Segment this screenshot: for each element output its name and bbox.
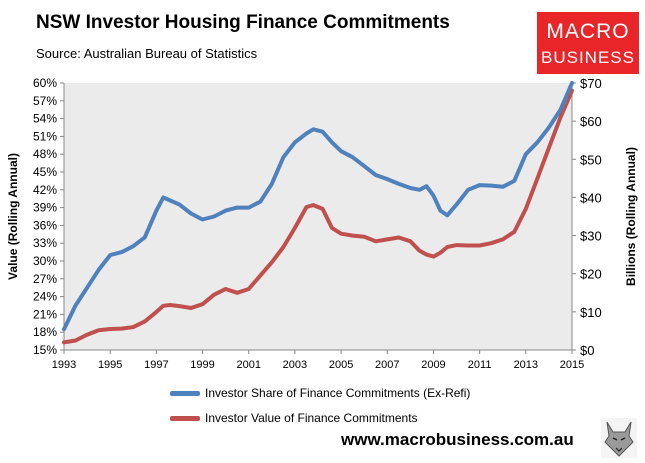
right-tick-label: $60: [580, 114, 602, 129]
right-tick-label: $70: [580, 76, 602, 91]
x-tick-label: 1993: [52, 359, 76, 371]
left-tick-label: 15%: [33, 343, 57, 357]
x-tick-label: 2013: [514, 359, 538, 371]
x-tick-label: 2009: [421, 359, 445, 371]
left-tick-label: 36%: [33, 218, 57, 232]
left-tick-label: 39%: [33, 201, 57, 215]
right-tick-label: $10: [580, 305, 602, 320]
right-tick-label: $20: [580, 267, 602, 282]
left-tick-label: 48%: [33, 147, 57, 161]
left-tick-label: 51%: [33, 129, 57, 143]
wolf-logo-icon: [601, 418, 637, 458]
legend-swatch-share: [170, 391, 200, 396]
right-tick-label: $0: [580, 343, 594, 358]
x-tick-label: 2007: [375, 359, 399, 371]
series-line-value: [62, 88, 574, 345]
left-tick-label: 18%: [33, 325, 57, 339]
x-tick-label: 1999: [190, 359, 214, 371]
left-tick-label: 24%: [33, 290, 57, 304]
left-tick-label: 30%: [33, 254, 57, 268]
macrobusiness-logo: MACRO BUSINESS: [537, 12, 639, 74]
x-tick-label: 1995: [98, 359, 122, 371]
logo-line-2: BUSINESS: [541, 48, 635, 67]
left-tick-label: 54%: [33, 112, 57, 126]
right-tick-label: $40: [580, 190, 602, 205]
right-tick-label: $30: [580, 229, 602, 244]
left-tick-label: 60%: [33, 76, 57, 90]
logo-line-1: MACRO: [546, 20, 630, 43]
x-tick-label: 2011: [468, 359, 492, 371]
x-tick-label: 2003: [283, 359, 307, 371]
left-tick-label: 21%: [33, 307, 57, 321]
right-tick-label: $50: [580, 152, 602, 167]
left-tick-label: 42%: [33, 183, 57, 197]
x-tick-label: 2015: [560, 359, 584, 371]
x-tick-label: 1997: [144, 359, 168, 371]
left-tick-label: 45%: [33, 165, 57, 179]
x-tick-label: 2005: [329, 359, 353, 371]
legend-swatch-value: [170, 416, 200, 421]
chart-subtitle: Source: Australian Bureau of Statistics: [36, 46, 258, 61]
left-tick-label: 27%: [33, 272, 57, 286]
series-line-share: [62, 81, 574, 332]
chart-title: NSW Investor Housing Finance Commitments: [36, 12, 450, 33]
y-axis-right-title: Billions (Rolling Annual): [624, 147, 638, 286]
legend-label-value: Investor Value of Finance Commitments: [205, 411, 418, 425]
x-tick-label: 2001: [236, 359, 260, 371]
y-axis-left-title: Value (Rolling Annual): [6, 153, 20, 280]
website-url: www.macrobusiness.com.au: [341, 430, 574, 449]
left-tick-label: 57%: [33, 94, 57, 108]
legend-label-share: Investor Share of Finance Commitments (E…: [205, 386, 471, 400]
plot-area: [64, 83, 572, 350]
left-tick-label: 33%: [33, 236, 57, 250]
